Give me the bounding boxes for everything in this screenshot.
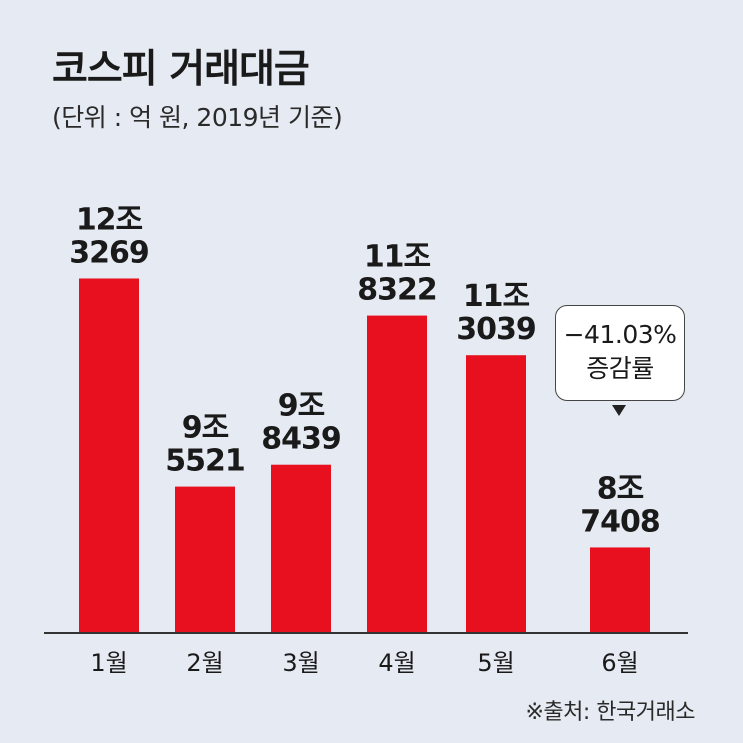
bar [466,355,526,633]
x-tick-label: 6월 [601,649,638,677]
chart-subtitle: (단위 : 억 원, 2019년 기준) [52,103,343,132]
data-label: 9조 [182,411,229,446]
x-tick-label: 5월 [477,649,514,677]
data-label: 8조 [597,471,644,506]
source-note: ※출처: 한국거래소 [525,700,695,725]
data-label: 8439 [261,422,341,457]
data-label: 3039 [456,312,536,347]
change-rate-label: 증감률 [586,354,654,383]
bar [367,315,427,633]
x-tick-label: 1월 [90,649,127,677]
data-label: 12조 [76,202,143,237]
data-label: 5521 [165,444,245,479]
bar [271,464,331,633]
change-rate-callout: −41.03% 증감률 [555,305,685,401]
chart-title: 코스피 거래대금 [52,47,310,92]
data-label: 9조 [278,389,325,424]
data-label: 8322 [357,273,437,308]
bar [590,547,650,633]
data-label: 11조 [463,279,530,314]
data-label: 11조 [364,240,431,275]
bar [79,278,139,633]
x-tick-label: 3월 [282,649,319,677]
x-tick-label: 4월 [378,649,415,677]
change-rate-value: −41.03% [563,320,677,349]
data-label: 3269 [69,235,149,270]
bar [175,486,235,633]
x-tick-label: 2월 [186,649,223,677]
callout-pointer-icon [612,405,626,416]
data-label: 7408 [580,504,660,539]
